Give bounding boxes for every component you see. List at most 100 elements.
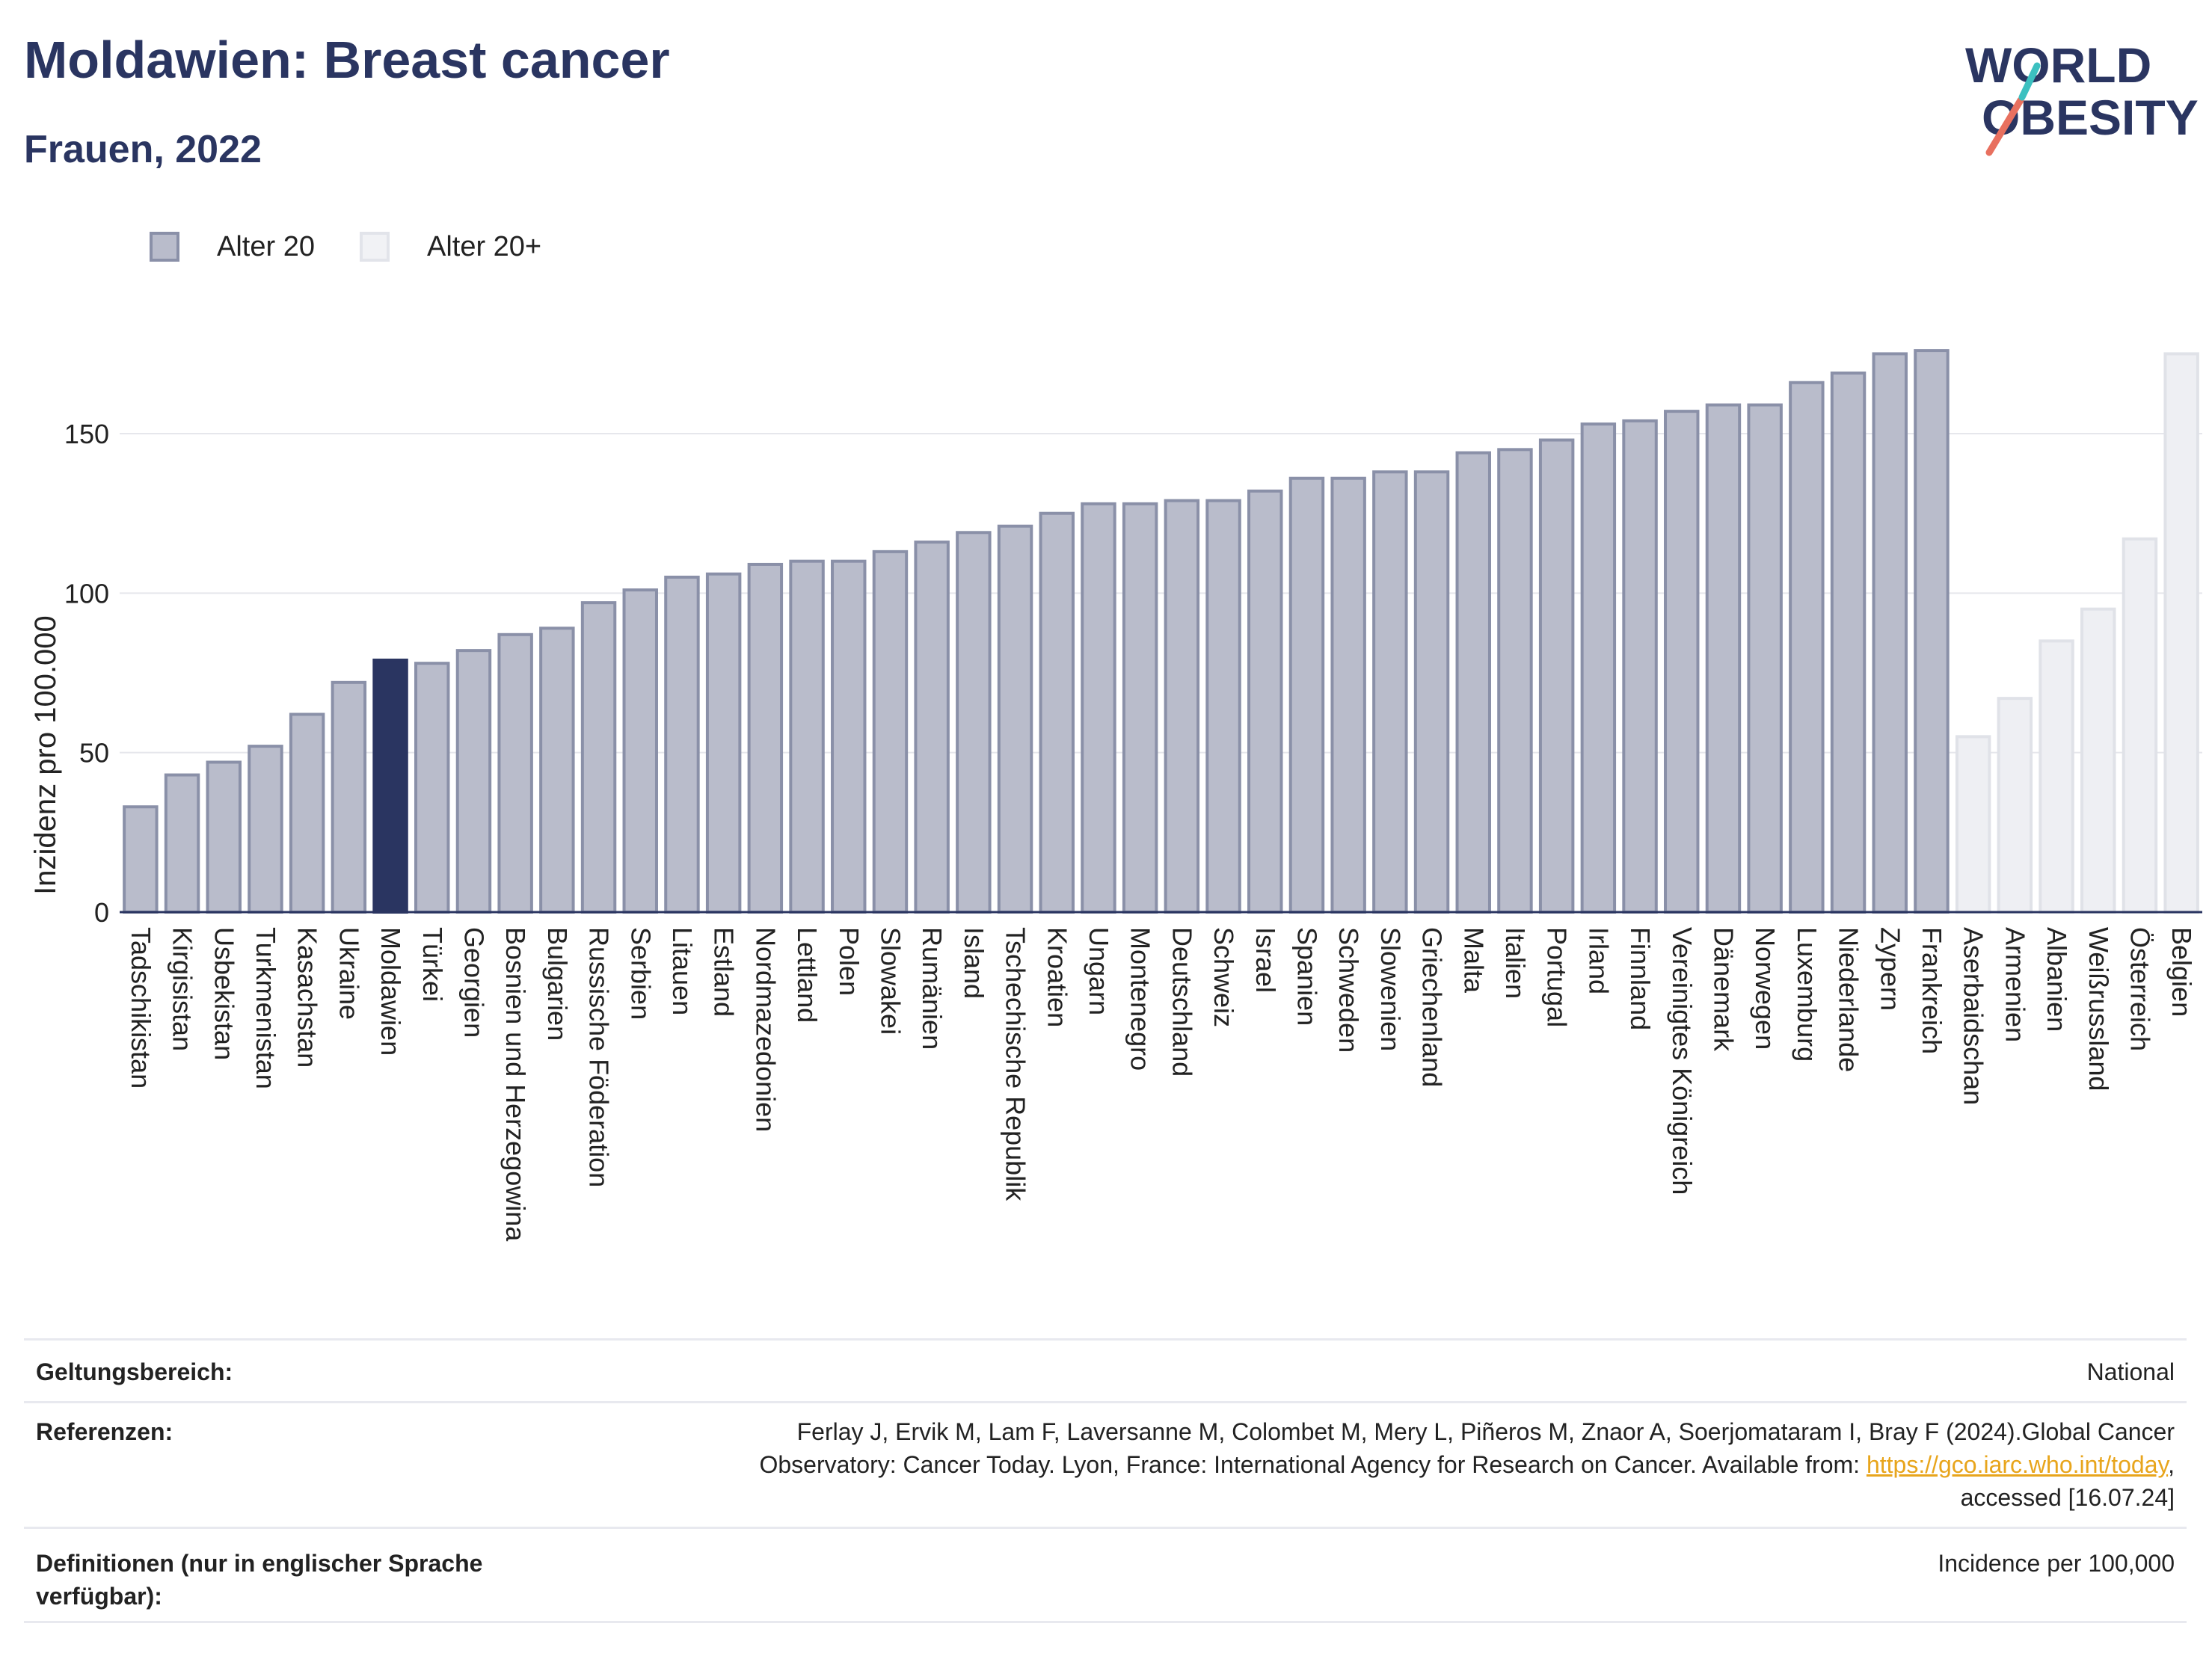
x-tick-label: Usbekistan (209, 927, 239, 1060)
logo-line1: WORLD (1965, 37, 2151, 93)
x-tick-label: Zypern (1875, 927, 1905, 1011)
bar (1205, 499, 1241, 914)
bar (455, 649, 492, 914)
x-tick-label: Island (959, 927, 989, 999)
x-tick-label: Tschechische Republik (1001, 927, 1031, 1201)
bar (497, 632, 533, 914)
x-tick-label: Ungarn (1084, 927, 1114, 1015)
bar (1122, 502, 1158, 914)
x-tick-label: Bulgarien (542, 927, 573, 1041)
bar (956, 531, 992, 914)
references-line1: Ferlay J, Ervik M, Lam F, Laversanne M, … (796, 1418, 2175, 1445)
bar (1372, 470, 1408, 914)
bar (1789, 381, 1825, 914)
x-tick-label: Rumänien (917, 927, 947, 1050)
legend-label-alter-20-plus: Alter 20+ (426, 230, 542, 262)
x-tick-label: Aserbaidschan (1958, 927, 1989, 1105)
references-value: Ferlay J, Ervik M, Lam F, Laversanne M, … (759, 1415, 2175, 1514)
y-tick-label: 0 (94, 897, 109, 928)
references-label: Referenzen: (36, 1418, 173, 1445)
bar (1039, 511, 1075, 914)
x-tick-label: Malta (1458, 927, 1489, 994)
bar (2163, 352, 2199, 914)
legend-item-alter-20[interactable]: Alter 20 (150, 231, 315, 263)
bar (705, 572, 742, 914)
references-line2-text: Observatory: Cancer Today. Lyon, France:… (759, 1451, 1867, 1478)
x-tick-label: Griechenland (1417, 927, 1448, 1087)
scope-value: National (2086, 1358, 2175, 1385)
y-tick-label: 100 (64, 578, 109, 609)
bar (331, 680, 367, 914)
x-tick-label: Luxemburg (1792, 927, 1822, 1062)
world-obesity-logo: WORLD OBESITY (1965, 37, 2199, 156)
references-line2: Observatory: Cancer Today. Lyon, France:… (759, 1448, 2175, 1481)
references-line3: accessed [16.07.24] (1960, 1484, 2175, 1511)
bar (872, 550, 909, 914)
bar (1664, 410, 1700, 914)
x-tick-label: Bosnien und Herzegowina (500, 927, 531, 1242)
bar (1164, 499, 1200, 914)
x-tick-label: Niederlande (1834, 927, 1864, 1072)
bar (123, 805, 159, 914)
info-row-definitions: Definitionen (nur in englischer Sprache … (24, 1529, 2187, 1623)
x-tick-label: Lettland (792, 927, 823, 1023)
info-row-scope: Geltungsbereich: National (24, 1341, 2187, 1403)
bar (164, 773, 200, 914)
scope-label: Geltungsbereich: (36, 1358, 233, 1385)
x-tick-label: Litauen (667, 927, 698, 1015)
bar (664, 576, 700, 914)
x-tick-label: Georgien (458, 927, 489, 1038)
logo-line2: OBESITY (1982, 90, 2199, 145)
bar (1914, 349, 1950, 914)
references-line2-post: , (2168, 1451, 2175, 1478)
x-tick-label: Italien (1500, 927, 1531, 999)
x-tick-label: Estland (709, 927, 740, 1017)
info-row-references: Referenzen: Ferlay J, Ervik M, Lam F, La… (24, 1403, 2187, 1529)
legend-item-alter-20-plus[interactable]: Alter 20+ (359, 230, 542, 263)
y-tick-label: 50 (79, 738, 109, 769)
references-link[interactable]: https://gco.iarc.who.int/today (1866, 1451, 2169, 1478)
bar (997, 524, 1033, 914)
bar (206, 760, 242, 914)
bar (1580, 422, 1617, 914)
x-tick-label: Albanien (2042, 927, 2072, 1032)
page-title: Moldawien: Breast cancer (24, 31, 670, 89)
page-subtitle: Frauen, 2022 (24, 128, 262, 171)
chart-legend: Alter 20 Alter 20+ (150, 224, 586, 269)
x-tick-label: Armenien (2000, 927, 2030, 1042)
x-tick-label: Irland (1583, 927, 1614, 994)
x-tick-label: Kirgisistan (168, 927, 198, 1051)
bar (1997, 697, 2033, 914)
bar (414, 662, 450, 914)
x-tick-label: Vereinigtes Königreich (1667, 927, 1698, 1195)
bar (1247, 489, 1283, 914)
bar (747, 562, 784, 914)
legend-swatch-alter-20 (150, 232, 179, 262)
bar (248, 745, 283, 914)
bar-chart: 0 50 100 150 Inzidenz pro 100.000 Tadschikist… (29, 349, 2202, 1242)
bar (1747, 403, 1783, 914)
x-tick-label: Weißrussland (2083, 927, 2114, 1091)
bar (580, 601, 617, 914)
x-tick-label: Schweden (1333, 927, 1364, 1053)
x-tick-label: Slowakei (875, 927, 906, 1035)
bar (1330, 476, 1366, 914)
x-tick-label: Norwegen (1750, 927, 1781, 1050)
x-tick-label: Schweiz (1208, 927, 1239, 1027)
x-tick-label: Türkei (417, 927, 448, 1002)
x-tick-label: Tadschikistan (126, 927, 156, 1089)
x-tick-label: Moldawien (375, 927, 406, 1056)
x-tick-label: Israel (1250, 927, 1281, 993)
x-tick-label: Kroatien (1042, 927, 1072, 1027)
bar (789, 559, 825, 914)
bar (1872, 352, 1908, 914)
bar (831, 559, 867, 914)
bar (1455, 451, 1491, 914)
x-tick-label: Kasachstan (292, 927, 323, 1068)
x-tick-label: Montenegro (1125, 927, 1156, 1071)
bar (1830, 371, 1867, 914)
x-tick-label: Österreich (2125, 927, 2155, 1051)
x-tick-label: Polen (834, 927, 864, 996)
info-table: Geltungsbereich: National Referenzen: Fe… (24, 1338, 2187, 1623)
bar (2080, 607, 2116, 914)
